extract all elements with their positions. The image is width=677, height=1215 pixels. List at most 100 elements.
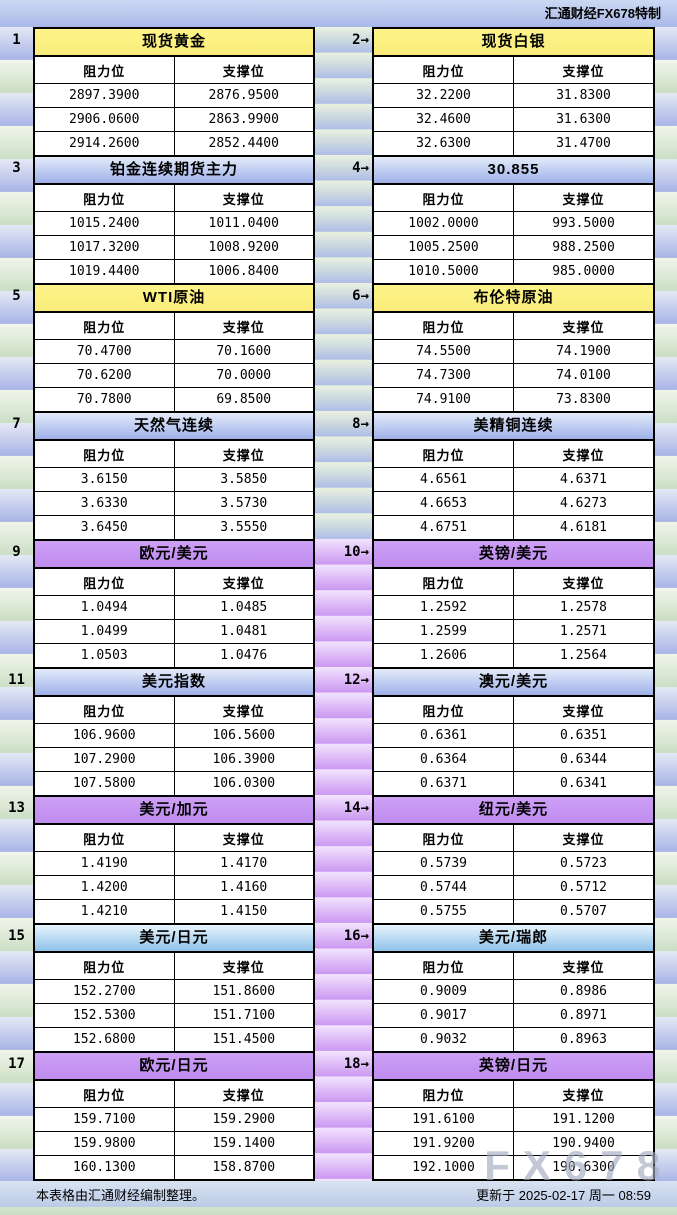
resistance-value: 0.5755	[420, 904, 467, 919]
support-header: 支撑位	[173, 185, 314, 211]
panel-title: 澳元/美元	[374, 669, 653, 695]
panel-header-row: 阻力位 支撑位	[374, 439, 653, 467]
support-value: 106.5600	[173, 724, 314, 747]
support-value: 2876.9500	[173, 84, 314, 107]
instrument-panel: 美元指数 阻力位 支撑位 106.9600 106.5600 107.2900 …	[33, 667, 315, 797]
resistance-value: 1.0494	[80, 600, 128, 615]
resistance-header: 阻力位	[422, 575, 465, 591]
resistance-header: 阻力位	[83, 703, 126, 719]
resistance-value: 1017.3200	[69, 240, 140, 255]
support-value: 0.6351	[513, 724, 653, 747]
resistance-value: 1019.4400	[69, 264, 140, 279]
level-row-2: 1005.2500 988.2500	[374, 235, 653, 259]
level-row-1: 106.9600 106.5600	[35, 723, 313, 747]
support-value: 106.0300	[173, 772, 314, 795]
panel-title: 天然气连续	[35, 413, 313, 439]
resistance-value: 152.2700	[72, 984, 136, 999]
panel-header-row: 阻力位 支撑位	[374, 55, 653, 83]
support-value: 74.0100	[513, 364, 653, 387]
panel-header-row: 阻力位 支撑位	[374, 183, 653, 211]
resistance-value: 74.5500	[416, 344, 471, 359]
resistance-value: 70.4700	[76, 344, 132, 359]
panel-number-8: 8→	[315, 411, 372, 437]
panel-number-label: 15	[8, 928, 25, 944]
support-value: 1.2578	[513, 596, 653, 619]
support-header: 支撑位	[173, 57, 314, 83]
panel-number-18: 18→	[315, 1051, 372, 1077]
resistance-value: 2906.0600	[69, 112, 140, 127]
resistance-value: 0.6364	[420, 752, 467, 767]
support-value: 1008.9200	[173, 236, 314, 259]
support-value: 0.8986	[513, 980, 653, 1003]
instrument-panel: 纽元/美元 阻力位 支撑位 0.5739 0.5723 0.5744 0.571…	[372, 795, 655, 925]
support-header: 支撑位	[513, 825, 653, 851]
panel-title: 英镑/美元	[374, 541, 653, 567]
panel-title: 纽元/美元	[374, 797, 653, 823]
support-header: 支撑位	[513, 57, 653, 83]
support-value: 1.4150	[173, 900, 314, 923]
support-value: 70.0000	[173, 364, 314, 387]
level-row-3: 0.5755 0.5707	[374, 899, 653, 923]
resistance-header: 阻力位	[422, 703, 465, 719]
panel-number-1: 1	[0, 27, 33, 53]
resistance-value: 107.2900	[72, 752, 136, 767]
panel-header-row: 阻力位 支撑位	[374, 695, 653, 723]
panel-title: 欧元/美元	[35, 541, 313, 567]
support-value: 159.2900	[173, 1108, 314, 1131]
support-value: 190.9400	[513, 1132, 653, 1155]
resistance-value: 32.4600	[416, 112, 471, 127]
support-header: 支撑位	[513, 441, 653, 467]
resistance-value: 0.6371	[420, 776, 467, 791]
resistance-value: 1005.2500	[408, 240, 479, 255]
panel-number-label: 1	[12, 32, 21, 48]
footer-bar: 本表格由汇通财经编制整理。 更新于 2025-02-17 周一 08:59	[0, 1181, 677, 1207]
panel-number-label: 14	[343, 800, 361, 816]
level-row-1: 159.7100 159.2900	[35, 1107, 313, 1131]
support-value: 0.8963	[513, 1028, 653, 1051]
level-row-3: 4.6751 4.6181	[374, 515, 653, 539]
level-row-1: 0.5739 0.5723	[374, 851, 653, 875]
level-row-1: 32.2200 31.8300	[374, 83, 653, 107]
panel-number-label: 2	[352, 32, 361, 48]
resistance-value: 152.6800	[72, 1032, 136, 1047]
resistance-value: 191.6100	[412, 1112, 475, 1127]
resistance-value: 1.4210	[80, 904, 128, 919]
level-row-1: 0.9009 0.8986	[374, 979, 653, 1003]
resistance-value: 106.9600	[72, 728, 136, 743]
support-value: 159.1400	[173, 1132, 314, 1155]
panel-title: 美元/日元	[35, 925, 313, 951]
panel-title: WTI原油	[35, 285, 313, 311]
resistance-value: 0.5744	[420, 880, 467, 895]
support-value: 0.6341	[513, 772, 653, 795]
level-row-2: 152.5300 151.7100	[35, 1003, 313, 1027]
support-value: 988.2500	[513, 236, 653, 259]
panel-title: 铂金连续期货主力	[35, 157, 313, 183]
support-value: 74.1900	[513, 340, 653, 363]
support-value: 1.2571	[513, 620, 653, 643]
level-row-2: 0.9017 0.8971	[374, 1003, 653, 1027]
panel-number-label: 12	[343, 672, 361, 688]
resistance-value: 3.6150	[80, 472, 128, 487]
panel-title: 欧元/日元	[35, 1053, 313, 1079]
resistance-header: 阻力位	[422, 319, 465, 335]
header-band: 汇通财经FX678特制	[0, 0, 677, 27]
resistance-value: 70.6200	[76, 368, 132, 383]
panel-number-16: 16→	[315, 923, 372, 949]
support-value: 0.5712	[513, 876, 653, 899]
instrument-panel: 澳元/美元 阻力位 支撑位 0.6361 0.6351 0.6364 0.634…	[372, 667, 655, 797]
panel-number-17: 17	[0, 1051, 33, 1077]
panel-number-label: 9	[12, 544, 21, 560]
instrument-panel: 美元/日元 阻力位 支撑位 152.2700 151.8600 152.5300…	[33, 923, 315, 1053]
support-value: 0.5723	[513, 852, 653, 875]
level-row-2: 2906.0600 2863.9900	[35, 107, 313, 131]
level-row-1: 4.6561 4.6371	[374, 467, 653, 491]
support-value: 2852.4400	[173, 132, 314, 155]
level-row-1: 1015.2400 1011.0400	[35, 211, 313, 235]
instrument-panel: 欧元/美元 阻力位 支撑位 1.0494 1.0485 1.0499 1.048…	[33, 539, 315, 669]
instrument-panel: 欧元/日元 阻力位 支撑位 159.7100 159.2900 159.9800…	[33, 1051, 315, 1181]
level-row-3: 3.6450 3.5550	[35, 515, 313, 539]
support-value: 3.5550	[173, 516, 314, 539]
resistance-value: 1015.2400	[69, 216, 140, 231]
panel-title: 美元指数	[35, 669, 313, 695]
